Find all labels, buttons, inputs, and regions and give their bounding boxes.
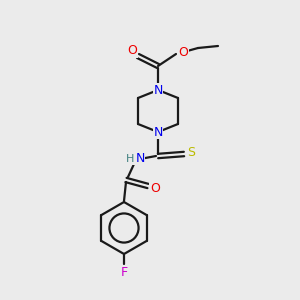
Text: H: H <box>126 154 134 164</box>
Text: N: N <box>153 125 163 139</box>
Text: N: N <box>135 152 145 166</box>
Text: O: O <box>178 46 188 59</box>
Text: F: F <box>120 266 128 278</box>
Text: N: N <box>153 83 163 97</box>
Text: S: S <box>187 146 195 160</box>
Text: O: O <box>150 182 160 196</box>
Text: O: O <box>127 44 137 58</box>
